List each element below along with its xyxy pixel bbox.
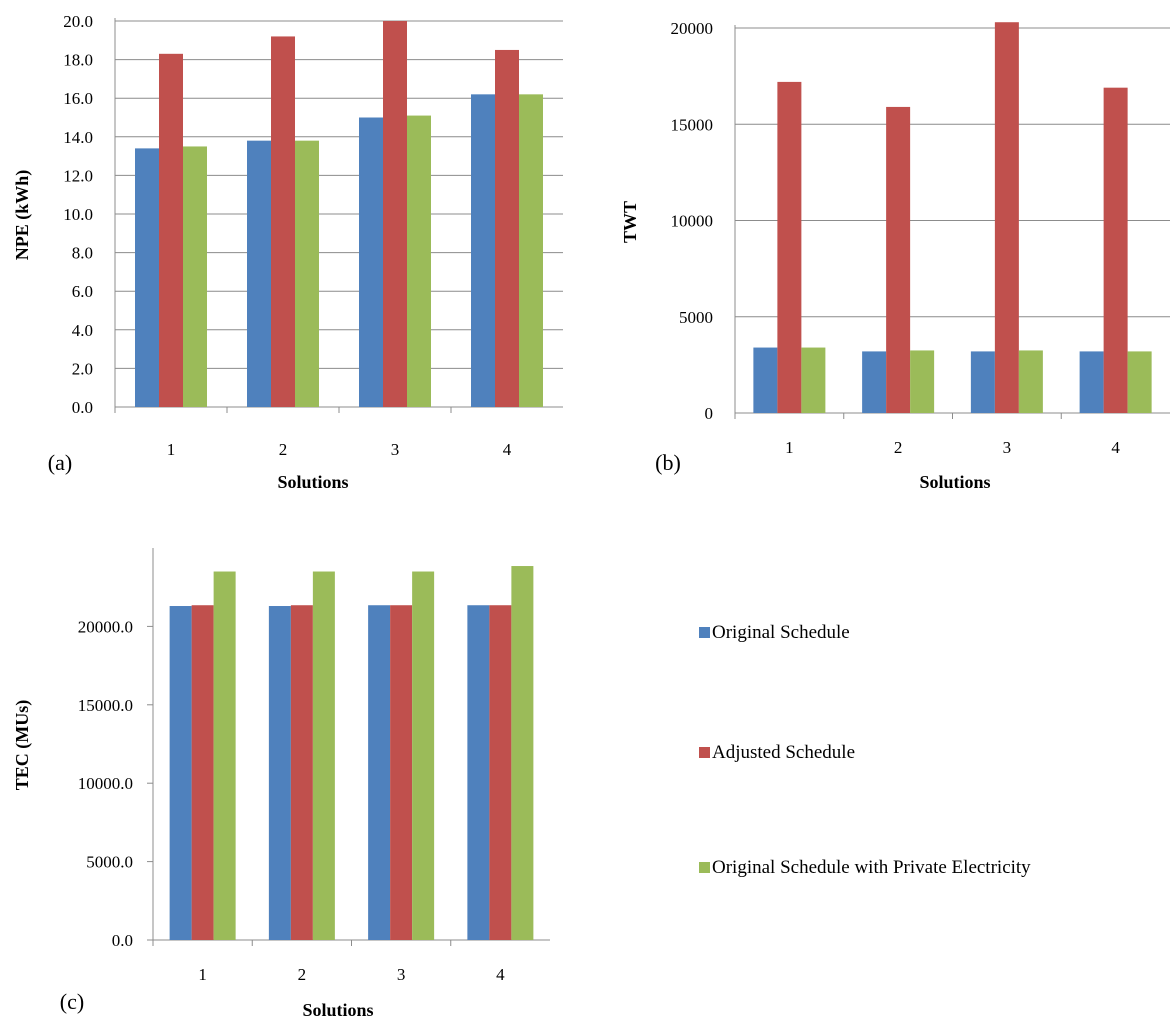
panel-tag-b: (b) xyxy=(655,450,681,475)
bar-b xyxy=(862,351,887,413)
bar-c xyxy=(467,605,490,940)
y-axis-title-b: TWT xyxy=(620,201,640,243)
x-tick-label-a: 1 xyxy=(167,440,176,459)
y-tick-label-b: 0 xyxy=(705,404,714,423)
y-tick-label-a: 20.0 xyxy=(63,12,93,31)
y-tick-label-c: 10000.0 xyxy=(78,774,133,793)
bar-a xyxy=(247,140,271,407)
bar-c xyxy=(312,571,335,940)
legend-label-adjusted: Adjusted Schedule xyxy=(712,742,856,763)
y-tick-label-b: 15000 xyxy=(671,115,714,134)
x-tick-label-c: 2 xyxy=(298,965,307,984)
bar-a xyxy=(495,49,519,407)
bar-b xyxy=(801,347,826,413)
bar-b xyxy=(1103,87,1128,414)
chart-panel-a: 0.0 2.0 4.0 6.0 8.0 10.0 12.0 14.0 16.0 18.0 20.0 1… xyxy=(12,12,563,492)
y-tick-label-a: 4.0 xyxy=(72,321,93,340)
y-axis-title-a: NPE (kWh) xyxy=(12,170,33,261)
bar-a xyxy=(159,53,183,408)
panel-tag-a: (a) xyxy=(48,450,72,475)
x-tick-label-c: 3 xyxy=(397,965,406,984)
y-tick-label-c: 15000.0 xyxy=(78,696,133,715)
x-tick-label-a: 2 xyxy=(279,440,288,459)
x-tick-label-a: 4 xyxy=(503,440,512,459)
x-tick-label-a: 3 xyxy=(391,440,400,459)
chart-panel-b: 0 5000 10000 15000 20000 1 2 3 4 Solutions TWT (b) xyxy=(620,19,1170,492)
bar-b xyxy=(886,106,911,414)
chart-panel-c: 0.0 5000.0 10000.0 15000.0 20000.0 1 2 3 4 Soluti… xyxy=(12,548,550,1020)
x-tick-label-c: 4 xyxy=(496,965,505,984)
x-axis-title-a: Solutions xyxy=(277,472,348,492)
bar-c xyxy=(390,605,413,940)
bar-b xyxy=(1079,351,1104,413)
y-tick-label-c: 0.0 xyxy=(112,931,133,950)
x-axis-title-b: Solutions xyxy=(919,472,990,492)
bar-a xyxy=(383,21,407,407)
bar-b xyxy=(1018,350,1043,413)
x-tick-label-b: 1 xyxy=(785,438,794,457)
bar-c xyxy=(290,605,313,940)
legend-item-adjusted: Adjusted Schedule xyxy=(699,740,1152,766)
bar-a xyxy=(359,117,383,407)
x-tick-label-b: 2 xyxy=(894,438,903,457)
y-tick-label-b: 5000 xyxy=(679,308,713,327)
bar-c xyxy=(489,605,512,940)
bar-c xyxy=(368,605,391,940)
legend-swatch-adjusted xyxy=(699,747,710,758)
bar-c xyxy=(268,606,291,940)
bar-b xyxy=(910,350,935,413)
legend-label-original: Original Schedule xyxy=(712,622,850,643)
y-tick-label-a: 8.0 xyxy=(72,244,93,263)
y-tick-label-a: 16.0 xyxy=(63,89,93,108)
x-tick-label-c: 1 xyxy=(198,965,207,984)
legend-item-private: Original Schedule with Private Electrici… xyxy=(699,855,1152,881)
y-tick-label-a: 0.0 xyxy=(72,398,93,417)
x-tick-label-b: 3 xyxy=(1003,438,1012,457)
y-tick-label-a: 6.0 xyxy=(72,282,93,301)
bar-a xyxy=(471,94,495,407)
bar-c xyxy=(191,605,214,940)
bar-a xyxy=(183,146,207,407)
bar-b xyxy=(1127,351,1152,413)
bar-b xyxy=(753,347,778,413)
y-tick-label-b: 10000 xyxy=(671,212,714,231)
bar-b xyxy=(994,22,1019,413)
panel-tag-c: (c) xyxy=(60,989,84,1014)
y-axis-title-c: TEC (MUs) xyxy=(12,700,33,791)
y-tick-label-a: 10.0 xyxy=(63,205,93,224)
y-tick-label-a: 2.0 xyxy=(72,359,93,378)
legend-swatch-private xyxy=(699,862,710,873)
y-tick-label-b: 20000 xyxy=(671,19,714,38)
x-tick-label-b: 4 xyxy=(1111,438,1120,457)
y-tick-label-c: 5000.0 xyxy=(86,853,133,872)
legend-item-original: Original Schedule xyxy=(699,620,1152,646)
bar-a xyxy=(295,140,319,407)
bar-c xyxy=(511,566,534,940)
legend-swatch-original xyxy=(699,627,710,638)
bar-a xyxy=(519,94,543,407)
y-tick-label-a: 14.0 xyxy=(63,128,93,147)
bar-c xyxy=(213,571,236,940)
bar-c xyxy=(169,606,192,940)
bar-a xyxy=(271,36,295,407)
legend-label-private: Original Schedule with Private Electrici… xyxy=(712,857,1031,878)
bar-b xyxy=(970,351,995,413)
bar-b xyxy=(777,81,802,414)
y-tick-label-a: 12.0 xyxy=(63,166,93,185)
y-tick-label-c: 20000.0 xyxy=(78,617,133,636)
bar-a xyxy=(407,115,431,407)
y-tick-label-a: 18.0 xyxy=(63,51,93,70)
bar-c xyxy=(412,571,435,940)
x-axis-title-c: Solutions xyxy=(302,1000,373,1020)
bar-a xyxy=(135,148,159,407)
